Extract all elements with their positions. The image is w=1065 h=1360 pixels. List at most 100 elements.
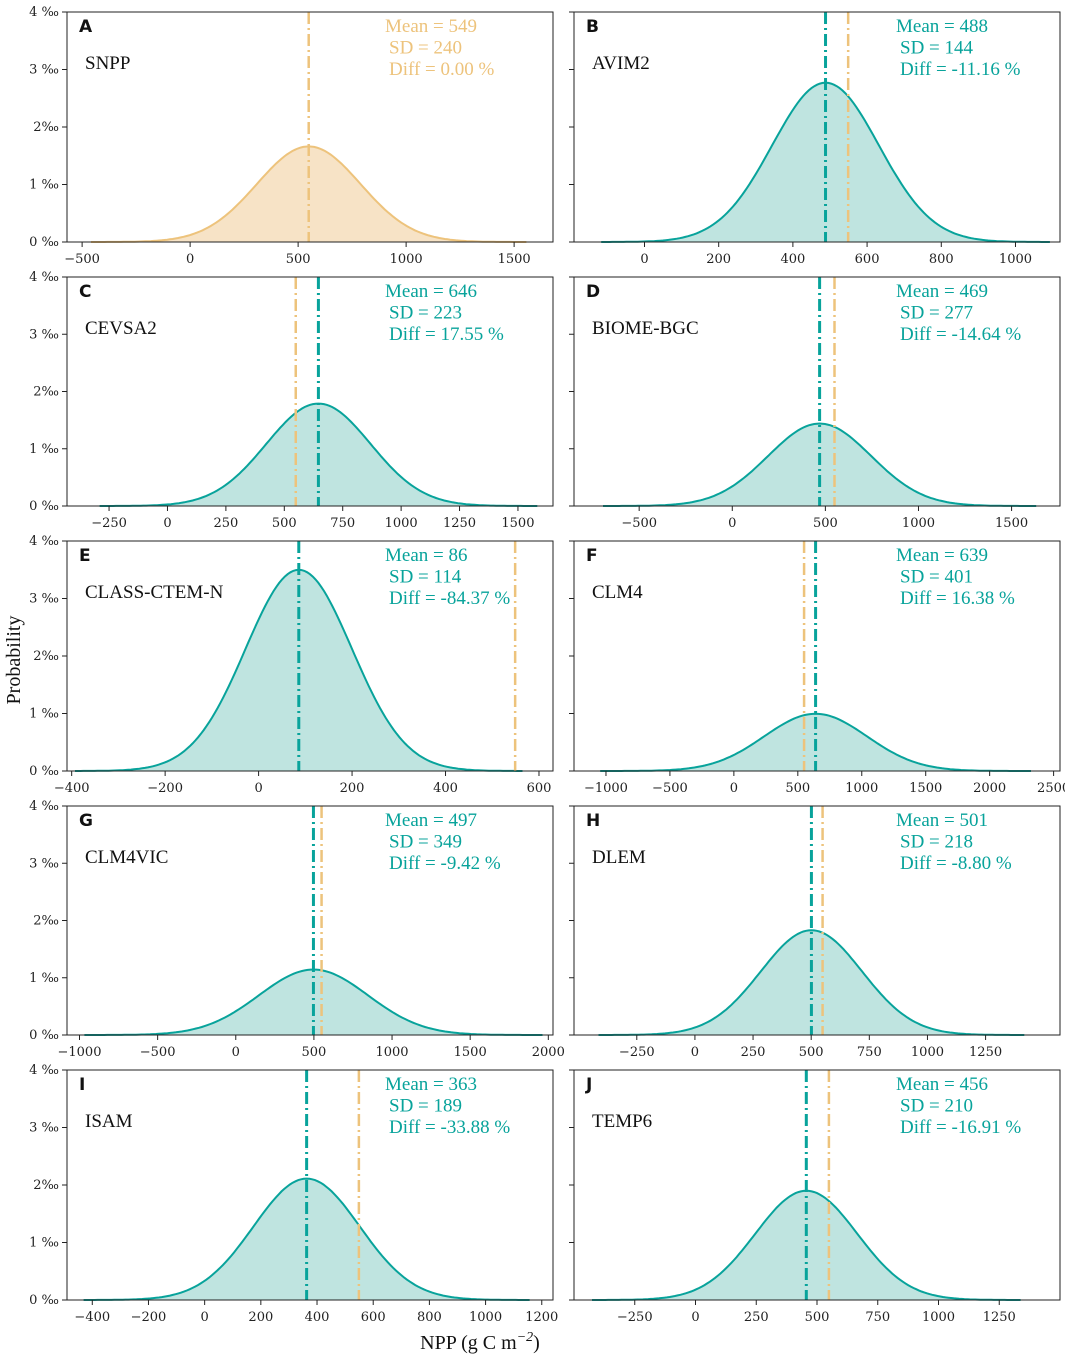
x-tick-label: 500 <box>799 1045 824 1060</box>
x-tick-label: 800 <box>929 252 954 267</box>
y-tick-label: 2‰ <box>33 120 59 135</box>
y-tick-label: 0 ‰ <box>29 1028 59 1043</box>
mean-label: Mean = 501 <box>896 810 988 831</box>
y-tick-label: 4 ‰ <box>29 534 59 549</box>
x-tick-label: 0 <box>186 252 194 267</box>
model-name: AVIM2 <box>592 53 650 74</box>
panel-i: 0 ‰ 1 ‰ 2‰ 3 ‰ 4 ‰ −400 −200 0 200 400 600 800 1000 1… <box>29 1063 558 1325</box>
model-name: CEVSA2 <box>85 318 157 339</box>
density-curve <box>83 1177 530 1301</box>
panel-letter: F <box>586 546 598 566</box>
y-tick-label: 3 ‰ <box>29 856 59 871</box>
x-tick-label: 1200 <box>525 1310 558 1325</box>
y-tick-label: 1 ‰ <box>29 707 59 722</box>
model-name: ISAM <box>85 1111 133 1132</box>
x-tick-label: 0 <box>254 781 262 796</box>
x-tick-label: 1000 <box>911 1045 944 1060</box>
x-tick-label: −250 <box>91 516 127 531</box>
x-tick-label: 0 <box>163 516 171 531</box>
panel-c: 0 ‰ 1 ‰ 2‰ 3 ‰ 4 ‰ −250 0 250 500 750 1000 1250 1500… <box>29 270 554 531</box>
x-tick-label: −500 <box>140 1045 176 1060</box>
diff-label: Diff = -8.80 % <box>900 853 1012 874</box>
x-tick-label: −500 <box>64 252 100 267</box>
sd-label: SD = 277 <box>900 303 973 324</box>
x-tick-label: 200 <box>706 252 731 267</box>
x-tick-label: 1250 <box>969 1045 1002 1060</box>
y-tick-label: 4 ‰ <box>29 5 59 20</box>
sd-label: SD = 210 <box>900 1096 973 1117</box>
diff-label: Diff = 16.38 % <box>900 588 1015 609</box>
x-axis-title: NPP (g C m−2) <box>420 1330 540 1354</box>
y-tick-label: 4 ‰ <box>29 799 59 814</box>
sd-label: SD = 349 <box>389 832 462 853</box>
panel-letter: E <box>79 546 91 566</box>
x-tick-label: 750 <box>330 516 355 531</box>
x-tick-label: 0 <box>232 1045 240 1060</box>
x-tick-label: 400 <box>305 1310 330 1325</box>
x-tick-label: 1500 <box>501 516 534 531</box>
x-tick-label: 600 <box>855 252 880 267</box>
x-tick-label: 250 <box>744 1310 769 1325</box>
mean-label: Mean = 549 <box>385 16 477 37</box>
panel-e: 0 ‰ 1 ‰ 2‰ 3 ‰ 4 ‰ −400 −200 0 200 400 600 E CLASS-C… <box>29 534 554 796</box>
x-tick-label: 1000 <box>922 1310 955 1325</box>
diff-label: Diff = -16.91 % <box>900 1117 1021 1138</box>
model-name: CLM4VIC <box>85 847 168 868</box>
panel-a: 0 ‰ 1 ‰ 2‰ 3 ‰ 4 ‰ −500 0 500 1000 1500 A SNPP Mean … <box>29 5 554 267</box>
panel-letter: C <box>79 282 91 302</box>
panel-letter: B <box>586 17 599 37</box>
x-tick-label: 1000 <box>845 781 878 796</box>
x-tick-label: 250 <box>741 1045 766 1060</box>
density-curve <box>598 929 1025 1036</box>
x-tick-label: 750 <box>857 1045 882 1060</box>
density-curve <box>603 422 1037 507</box>
x-tick-label: 600 <box>361 1310 386 1325</box>
density-area <box>83 1178 530 1300</box>
mean-label: Mean = 86 <box>385 545 467 566</box>
x-tick-label: 1000 <box>390 252 423 267</box>
diff-label: Diff = -14.64 % <box>900 324 1021 345</box>
x-tick-label: 500 <box>301 1045 326 1060</box>
x-tick-label: −250 <box>619 1045 655 1060</box>
x-tick-label: 0 <box>691 1045 699 1060</box>
y-tick-label: 4 ‰ <box>29 1063 59 1078</box>
mean-label: Mean = 488 <box>896 16 988 37</box>
x-tick-label: −500 <box>652 781 688 796</box>
y-tick-label: 0 ‰ <box>29 235 59 250</box>
x-tick-label: 1000 <box>385 516 418 531</box>
model-name: BIOME-BGC <box>592 318 699 339</box>
y-tick-label: 1 ‰ <box>29 1236 59 1251</box>
y-tick-label: 2‰ <box>33 649 59 664</box>
panels-group: 0 ‰ 1 ‰ 2‰ 3 ‰ 4 ‰ −500 0 500 1000 1500 A SNPP Mean … <box>29 5 1065 1325</box>
y-tick-label: 4 ‰ <box>29 270 59 285</box>
x-tick-label: 2000 <box>532 1045 565 1060</box>
panel-letter: I <box>79 1075 85 1095</box>
x-tick-label: 1000 <box>999 252 1032 267</box>
x-tick-label: 0 <box>691 1310 699 1325</box>
y-tick-label: 0 ‰ <box>29 1293 59 1308</box>
panel-letter: D <box>586 282 600 302</box>
diff-label: Diff = -11.16 % <box>900 59 1021 80</box>
x-tick-label: 1250 <box>443 516 476 531</box>
mean-label: Mean = 497 <box>385 810 477 831</box>
x-tick-label: 200 <box>248 1310 273 1325</box>
sd-label: SD = 401 <box>900 567 973 588</box>
x-tick-label: 500 <box>272 516 297 531</box>
x-tick-label: 0 <box>728 516 736 531</box>
density-area <box>601 82 1050 242</box>
x-tick-label: 1000 <box>375 1045 408 1060</box>
diff-label: Diff = -33.88 % <box>389 1117 510 1138</box>
x-tick-label: 250 <box>213 516 238 531</box>
panel-letter: A <box>79 17 93 37</box>
x-tick-label: −250 <box>617 1310 653 1325</box>
x-tick-label: 1500 <box>995 516 1028 531</box>
model-name: CLASS-CTEM-N <box>85 582 224 603</box>
x-tick-label: −200 <box>131 1310 167 1325</box>
x-tick-label: 500 <box>286 252 311 267</box>
mean-label: Mean = 646 <box>385 281 477 302</box>
y-tick-label: 3 ‰ <box>29 327 59 342</box>
